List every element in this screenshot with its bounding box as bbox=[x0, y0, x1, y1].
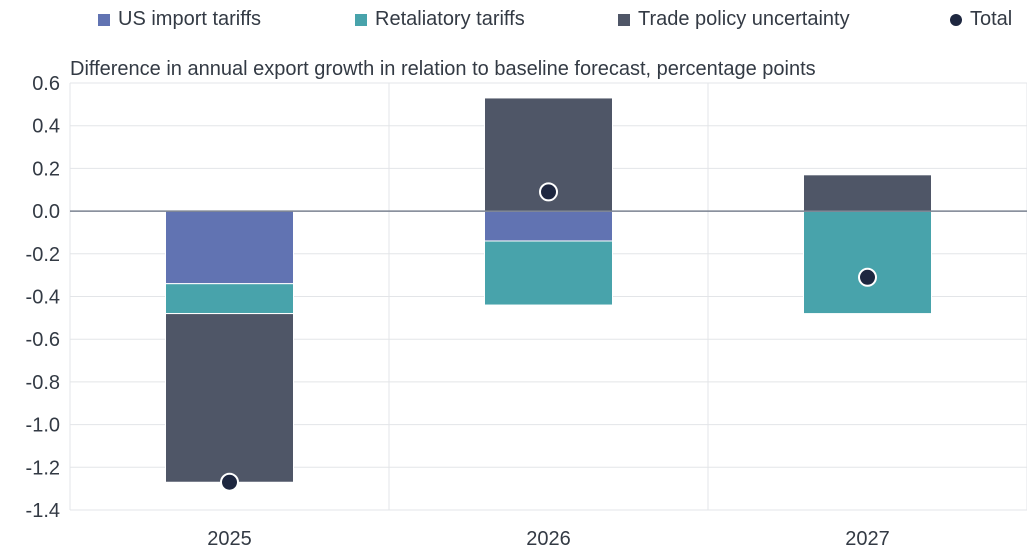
legend-swatch-retaliatory-tariffs bbox=[355, 13, 367, 26]
legend-label-total: Total bbox=[970, 8, 1013, 30]
x-tick-label: 2026 bbox=[526, 528, 571, 550]
total-marker-2026 bbox=[539, 182, 558, 202]
total-marker-2025 bbox=[220, 472, 239, 492]
y-tick-label: -0.4 bbox=[26, 287, 60, 309]
bar-segment-trade-policy-uncertainty-2025 bbox=[165, 313, 294, 483]
y-tick-label: -1.4 bbox=[26, 500, 60, 522]
y-tick-label: -0.8 bbox=[26, 372, 60, 394]
y-tick-label: -0.2 bbox=[26, 244, 60, 266]
bar-segment-us-import-tariffs-2025 bbox=[165, 210, 294, 285]
legend-label-retaliatory-tariffs: Retaliatory tariffs bbox=[375, 8, 525, 30]
x-tick-label: 2025 bbox=[207, 528, 252, 550]
bar-segment-retaliatory-tariffs-2027 bbox=[803, 210, 932, 315]
legend-swatch-trade-policy-uncertainty bbox=[618, 13, 630, 26]
legend-item-us-import-tariffs: US import tariffs bbox=[98, 8, 261, 31]
y-tick-label: 0.2 bbox=[32, 158, 60, 180]
y-tick-label: 0.0 bbox=[32, 201, 60, 223]
x-tick-label: 2027 bbox=[845, 528, 890, 550]
y-tick-label: 0.4 bbox=[32, 116, 60, 138]
bar-segment-retaliatory-tariffs-2025 bbox=[165, 283, 294, 315]
y-tick-label: -1.0 bbox=[26, 415, 60, 437]
y-tick-label: 0.6 bbox=[32, 73, 60, 95]
legend-item-trade-policy-uncertainty: Trade policy uncertainty bbox=[618, 8, 850, 31]
legend-item-total: Total bbox=[950, 8, 1012, 31]
chart-legend: US import tariffs Retaliatory tariffs Tr… bbox=[0, 8, 1027, 38]
legend-label-trade-policy-uncertainty: Trade policy uncertainty bbox=[638, 8, 850, 30]
legend-label-us-import-tariffs: US import tariffs bbox=[118, 8, 261, 30]
bar-segment-retaliatory-tariffs-2026 bbox=[484, 240, 613, 306]
y-tick-label: -1.2 bbox=[26, 457, 60, 479]
legend-swatch-us-import-tariffs bbox=[98, 13, 110, 26]
bar-segment-us-import-tariffs-2026 bbox=[484, 210, 613, 242]
legend-marker-total bbox=[950, 13, 962, 26]
bar-segment-trade-policy-uncertainty-2027 bbox=[803, 174, 932, 212]
total-marker-2027 bbox=[858, 267, 877, 287]
legend-item-retaliatory-tariffs: Retaliatory tariffs bbox=[355, 8, 525, 31]
y-tick-label: -0.6 bbox=[26, 329, 60, 351]
chart-subtitle: Difference in annual export growth in re… bbox=[70, 58, 816, 80]
